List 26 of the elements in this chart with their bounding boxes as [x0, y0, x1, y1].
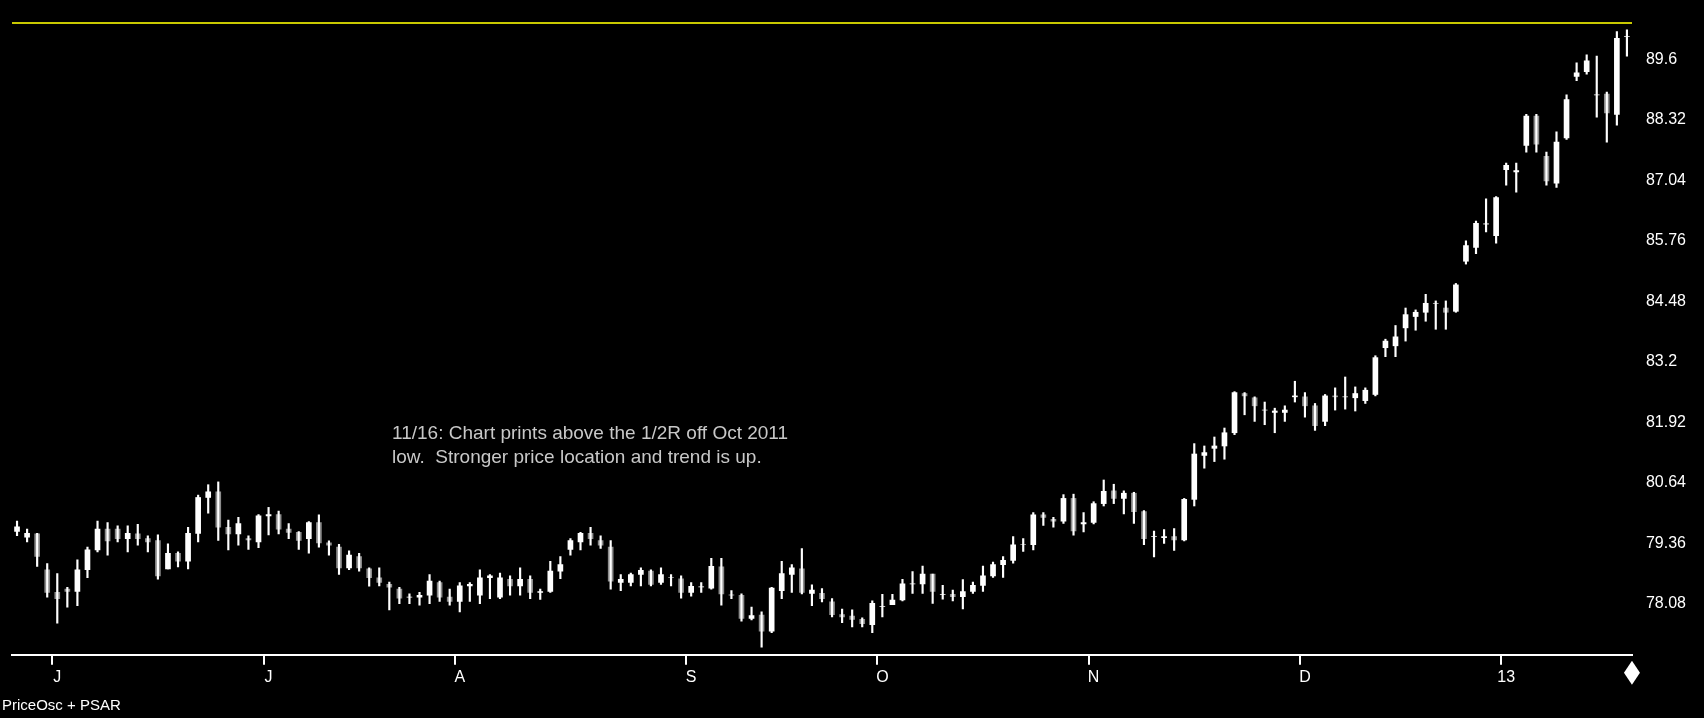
- x-tick-label: D: [1299, 667, 1311, 685]
- text: PriceOsc + PSAR: [2, 695, 121, 713]
- annotation: 11/16: Chart prints above the 1/2R off Oct 2011 low. Stronger price location and trend is up.: [392, 421, 789, 467]
- y-tick-label: 78.08: [1645, 594, 1687, 612]
- y-tick-label: 85.76: [1645, 231, 1687, 249]
- y-tick-label: 81.92: [1645, 412, 1687, 430]
- candlestick: [1624, 29, 1630, 57]
- y-tick-label: 87.04: [1645, 170, 1687, 188]
- y-tick-label: 84.48: [1645, 291, 1687, 309]
- y-tick-label: 88.32: [1645, 110, 1687, 128]
- y-tick-label: 79.36: [1645, 533, 1687, 551]
- x-tick-label: 13: [1497, 667, 1516, 685]
- x-tick-label: A: [454, 667, 466, 685]
- x-tick-label: J: [264, 667, 273, 685]
- x-tick-label: N: [1087, 667, 1100, 685]
- candlestick: [1020, 538, 1027, 552]
- candlestick: [939, 585, 946, 600]
- y-tick-label: 80.64: [1645, 473, 1687, 491]
- x-tick-label: O: [876, 667, 889, 685]
- candlestick: [668, 574, 674, 587]
- x-tick-label: J: [53, 667, 62, 685]
- x-tick-label: S: [685, 667, 697, 685]
- y-tick-label: 89.6: [1645, 49, 1678, 67]
- candlestick: [1151, 530, 1157, 558]
- candlestick: [1432, 300, 1439, 330]
- y-tick-label: 83.2: [1645, 352, 1678, 370]
